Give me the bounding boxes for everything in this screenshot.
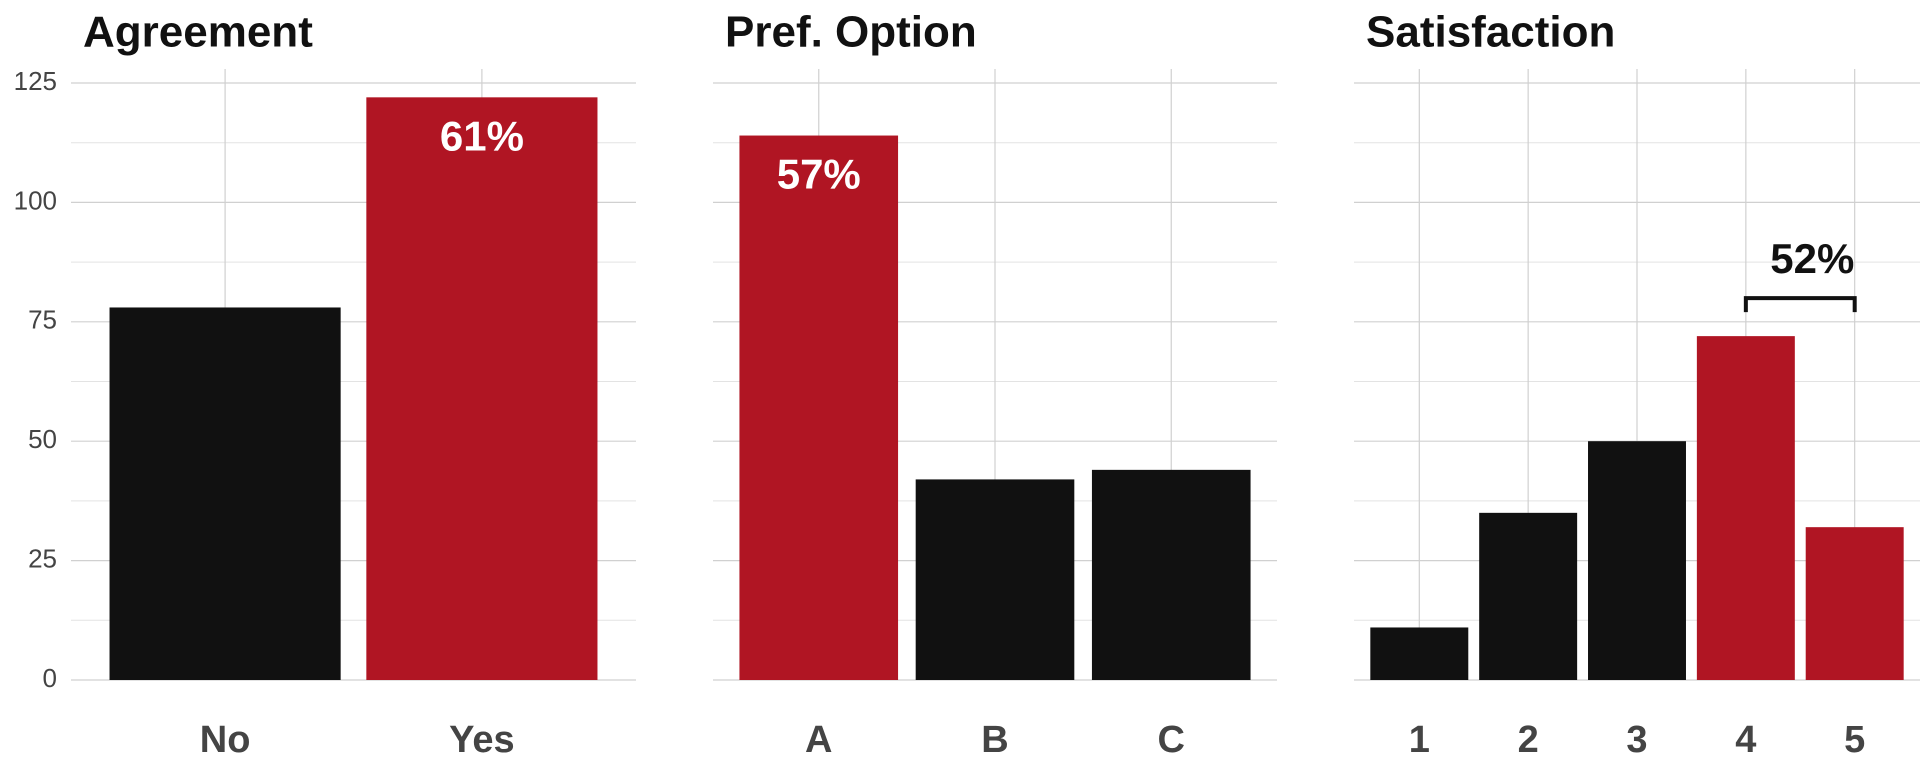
x-tick-label: 5 <box>1844 719 1865 761</box>
y-tick-label: 100 <box>14 185 57 215</box>
bar <box>1696 336 1795 680</box>
x-tick-label: 4 <box>1735 719 1756 761</box>
x-tick-label: Yes <box>449 719 515 761</box>
x-tick-label: No <box>200 719 251 761</box>
panel-title: Agreement <box>83 8 313 57</box>
bar <box>1588 441 1686 680</box>
bar <box>1479 512 1578 680</box>
bar <box>915 479 1075 680</box>
panel-title: Pref. Option <box>725 8 977 57</box>
x-tick-label: A <box>805 719 832 761</box>
bar <box>366 97 598 680</box>
panel-title: Satisfaction <box>1366 8 1615 57</box>
y-tick-label: 0 <box>43 663 57 693</box>
y-tick-label: 50 <box>28 424 57 454</box>
annotation: 52% <box>1770 235 1854 282</box>
y-tick-label: 25 <box>28 543 57 573</box>
x-tick-label: 2 <box>1518 719 1539 761</box>
x-tick-label: 1 <box>1409 719 1430 761</box>
x-tick-label: 3 <box>1626 719 1647 761</box>
y-tick-label: 125 <box>14 66 57 96</box>
bracket <box>1743 296 1857 313</box>
annotation: 61% <box>440 112 524 159</box>
annotation: 57% <box>777 151 861 198</box>
x-tick-label: C <box>1158 719 1185 761</box>
bar <box>1091 469 1251 680</box>
bar <box>739 135 899 680</box>
x-tick-label: B <box>981 719 1008 761</box>
bar <box>1805 527 1904 680</box>
bar <box>109 307 341 680</box>
bar <box>1370 627 1469 680</box>
y-tick-label: 75 <box>28 305 57 335</box>
